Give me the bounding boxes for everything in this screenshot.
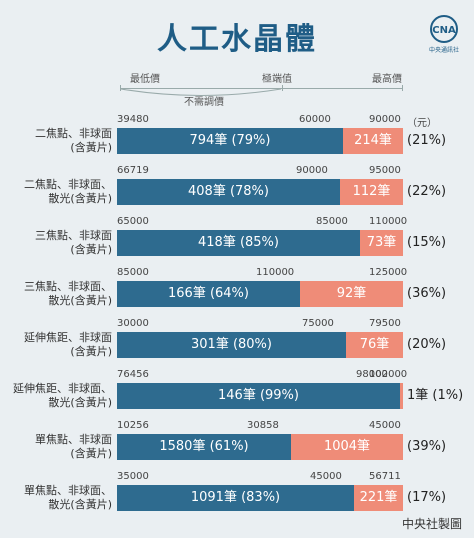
extreme-price-label: 98000	[356, 369, 388, 380]
blue-segment-label: 1091筆 (83%)	[190, 490, 281, 505]
blue-segment-label: 408筆 (78%)	[188, 184, 269, 199]
blue-segment-label: 794筆 (79%)	[189, 133, 271, 148]
salmon-segment-label: 112筆	[352, 184, 391, 199]
logo-text: 中央通訊社	[429, 46, 459, 54]
max-price-label: 56711	[369, 471, 401, 482]
extreme-price-label: 30858	[247, 420, 279, 431]
max-price-label: 45000	[369, 420, 401, 431]
max-price-label: 102000	[369, 369, 408, 380]
salmon-segment-label: 73筆	[366, 235, 397, 250]
min-price-label: 85000	[117, 267, 149, 278]
blue-segment-label: 146筆 (99%)	[218, 388, 299, 403]
bar-segment-salmon	[354, 485, 403, 511]
cna-logo-icon: CNA 中央通訊社	[429, 15, 459, 54]
max-price-label: 95000	[369, 165, 401, 176]
salmon-percent-label: (21%)	[407, 133, 447, 148]
salmon-percent-label: (36%)	[407, 286, 447, 301]
row-label: 二焦點、非球面 (含黃片)	[35, 127, 112, 154]
salmon-segment-label: 221筆	[359, 490, 398, 505]
legend-high-label: 最高價	[372, 74, 402, 85]
bar-segment-salmon	[291, 434, 403, 460]
legend-axis-line	[120, 88, 403, 89]
bar-segment-blue	[117, 485, 354, 511]
extreme-price-label: 110000	[256, 267, 295, 278]
legend-tick-high	[402, 85, 403, 91]
min-price-label: 39480	[117, 114, 149, 125]
min-price-label: 35000	[117, 471, 149, 482]
extreme-price-label: 75000	[302, 318, 334, 329]
bar-segment-blue	[117, 383, 400, 409]
row-label: 延伸焦距、非球面、 散光(含黃片)	[13, 382, 112, 409]
bar-segment-blue	[117, 332, 346, 358]
row-label: 三焦點、非球面 (含黃片)	[35, 229, 112, 256]
legend-tick-mid	[282, 85, 283, 91]
legend-low-label: 最低價	[130, 74, 160, 85]
salmon-segment-label: 76筆	[359, 337, 390, 352]
bar-segment-blue	[117, 230, 360, 256]
salmon-percent-label: (39%)	[407, 439, 447, 454]
salmon-percent-label: (22%)	[407, 184, 447, 199]
row-label: 二焦點、非球面、 散光(含黃片)	[24, 178, 112, 205]
salmon-segment-label: 1004筆	[323, 439, 371, 454]
min-price-label: 30000	[117, 318, 149, 329]
bar-segment-blue	[117, 434, 291, 460]
min-price-label: 65000	[117, 216, 149, 227]
extreme-price-label: 45000	[310, 471, 342, 482]
salmon-percent-label: (17%)	[407, 490, 447, 505]
logo-letters: CNA	[432, 25, 456, 36]
row-label: 單焦點、非球面 (含黃片)	[35, 433, 112, 460]
max-price-label: 125000	[369, 267, 408, 278]
salmon-percent-label: 1筆 (1%)	[407, 388, 464, 403]
max-price-label: 79500	[369, 318, 401, 329]
bar-segment-salmon	[300, 281, 403, 307]
extreme-price-label: 90000	[296, 165, 328, 176]
unit-label: （元）	[407, 118, 437, 129]
row-label: 單焦點、非球面、 散光(含黃片)	[24, 484, 112, 511]
bar-segment-salmon	[400, 383, 403, 409]
legend-no-adjust-label: 不需調價	[184, 97, 224, 108]
blue-segment-label: 301筆 (80%)	[191, 337, 272, 352]
blue-segment-label: 418筆 (85%)	[198, 235, 279, 250]
row-label: 延伸焦距、非球面 (含黃片)	[24, 331, 112, 358]
bar-segment-salmon	[340, 179, 403, 205]
max-price-label: 90000	[369, 114, 401, 125]
bar-segment-salmon	[346, 332, 403, 358]
bar-segment-blue	[117, 179, 340, 205]
min-price-label: 66719	[117, 165, 149, 176]
row-label: 三焦點、非球面、 散光(含黃片)	[24, 280, 112, 307]
extreme-price-label: 60000	[299, 114, 331, 125]
bar-segment-blue	[117, 281, 300, 307]
salmon-percent-label: (20%)	[407, 337, 447, 352]
legend-tick-low	[120, 85, 121, 91]
salmon-segment-label: 92筆	[336, 286, 367, 301]
legend-brace	[120, 88, 282, 96]
bar-segment-salmon	[360, 230, 403, 256]
bar-segment-blue	[117, 128, 343, 154]
salmon-segment-label: 214筆	[354, 133, 392, 148]
chart-title: 人工水晶體	[157, 22, 317, 57]
blue-segment-label: 1580筆 (61%)	[159, 439, 249, 454]
source-credit: 中央社製圖	[401, 517, 462, 531]
salmon-percent-label: (15%)	[407, 235, 447, 250]
min-price-label: 76456	[117, 369, 149, 380]
blue-segment-label: 166筆 (64%)	[168, 286, 249, 301]
min-price-label: 10256	[117, 420, 149, 431]
legend-mid-label: 極端值	[262, 74, 292, 85]
bar-segment-salmon	[343, 128, 403, 154]
max-price-label: 110000	[369, 216, 408, 227]
extreme-price-label: 85000	[316, 216, 348, 227]
